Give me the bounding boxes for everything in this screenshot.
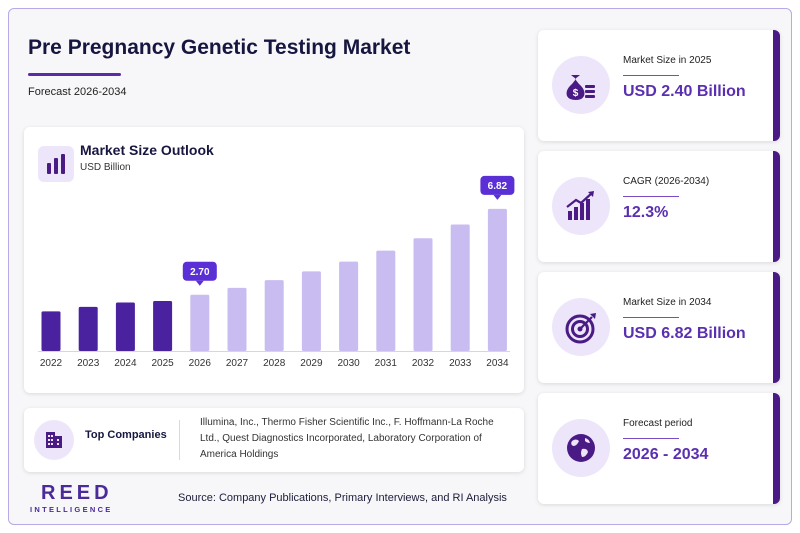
stat-label: Market Size in 2025 [623, 55, 712, 66]
stat-value: USD 6.82 Billion [623, 325, 746, 342]
bar-2033 [450, 224, 470, 351]
bar-2032 [413, 238, 433, 351]
x-tick-label: 2028 [263, 358, 286, 369]
top-companies-list: Illumina, Inc., Thermo Fisher Scientific… [200, 417, 494, 460]
chart-title: Market Size Outlook [80, 142, 214, 158]
bar-2030 [339, 261, 359, 351]
bar-2028 [264, 280, 284, 351]
stat-divider [623, 438, 679, 439]
chart-unit-label: USD Billion [80, 162, 131, 173]
x-tick-label: 2026 [189, 358, 212, 369]
bar-2027 [227, 287, 247, 351]
stat-value: USD 2.40 Billion [623, 83, 746, 100]
stat-card-market-size-2025: $ Market Size in 2025 USD 2.40 Billion [538, 30, 780, 141]
bar-2034 [487, 208, 507, 351]
x-tick-label: 2034 [486, 358, 509, 369]
callout-label: 6.82 [488, 181, 508, 192]
callout-label: 2.70 [190, 267, 210, 278]
x-tick-label: 2023 [77, 358, 100, 369]
stat-label: CAGR (2026-2034) [623, 176, 710, 187]
bar-2024 [115, 302, 135, 351]
callout-2026: 2.70 [182, 261, 217, 286]
money-bag-icon: $ [552, 56, 610, 114]
bar-chart-icon [38, 146, 74, 182]
stat-label: Market Size in 2034 [623, 297, 712, 308]
chart-card: Market Size Outlook USD Billion 2022 2023… [24, 127, 524, 393]
stat-divider [623, 75, 679, 76]
x-tick-label: 2031 [375, 358, 398, 369]
growth-chart-icon [552, 177, 610, 235]
x-tick-label: 2032 [412, 358, 435, 369]
page-title: Pre Pregnancy Genetic Testing Market [28, 36, 411, 59]
bar-2023 [78, 306, 98, 351]
bar-2031 [376, 250, 396, 351]
title-underline [28, 73, 121, 76]
globe-icon [552, 419, 610, 477]
divider [179, 420, 180, 460]
x-tick-label: 2027 [226, 358, 249, 369]
x-tick-label: 2029 [300, 358, 323, 369]
source-note: Source: Company Publications, Primary In… [178, 492, 507, 504]
stat-divider [623, 196, 679, 197]
callout-2034: 6.82 [480, 175, 515, 200]
x-tick-label: 2024 [114, 358, 137, 369]
page-subtitle: Forecast 2026-2034 [28, 86, 127, 98]
bar-2025 [153, 301, 173, 351]
bar-chart: 2022 2023 2024 2025 2026 2.70 2027 2028 2029 2030… [38, 175, 515, 369]
top-companies-card: Top Companies Illumina, Inc., Thermo Fis… [24, 408, 524, 472]
stat-card-cagr: CAGR (2026-2034) 12.3% [538, 151, 780, 262]
x-tick-label: 2033 [449, 358, 472, 369]
top-companies-label: Top Companies [85, 429, 167, 441]
logo-wordmark: REED [41, 482, 113, 504]
x-tick-label: 2022 [40, 358, 63, 369]
svg-text:$: $ [573, 88, 579, 99]
stat-card-forecast-period: Forecast period 2026 - 2034 [538, 393, 780, 504]
bar-2026 [190, 294, 210, 351]
buildings-icon [34, 420, 74, 460]
bar-2029 [301, 271, 321, 351]
stat-value: 12.3% [623, 204, 669, 221]
stat-divider [623, 317, 679, 318]
x-tick-label: 2030 [337, 358, 360, 369]
logo-subtitle: INTELLIGENCE [30, 505, 113, 514]
stat-label: Forecast period [623, 418, 693, 429]
target-icon [552, 298, 610, 356]
stat-card-market-size-2034: Market Size in 2034 USD 6.82 Billion [538, 272, 780, 383]
stat-value: 2026 - 2034 [623, 446, 709, 463]
x-tick-label: 2025 [151, 358, 174, 369]
bar-2022 [41, 311, 61, 351]
